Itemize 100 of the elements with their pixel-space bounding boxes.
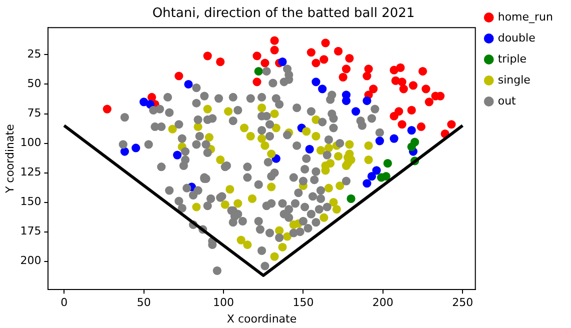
point [321,38,330,48]
point [364,141,373,150]
x-axis-title: X coordinate [226,312,297,326]
point [234,199,242,208]
point [394,107,404,116]
point [369,84,378,94]
point [224,107,233,116]
point [267,182,276,192]
point [364,155,373,164]
point [362,179,372,188]
point [422,84,430,94]
chart-title: Ohtani, direction of the batted ball 2021 [152,6,415,22]
point [364,64,373,74]
point [184,80,193,89]
y-tick-label: 25 [27,48,42,61]
point [270,36,279,45]
point [383,159,392,168]
point [316,146,326,155]
legend-label: out [498,94,517,108]
point [312,78,320,86]
point [312,132,320,140]
point [447,120,456,129]
x-tick-label: 250 [452,296,474,310]
point [407,142,416,152]
point [216,58,225,66]
point [408,81,418,90]
point [102,104,112,114]
point [367,172,376,181]
point [398,120,406,129]
point [267,150,276,158]
point [254,66,263,76]
x-tick-label: 50 [136,296,151,310]
point [260,58,270,68]
point [382,172,390,181]
point [236,236,246,244]
point [320,213,328,222]
point [407,106,416,115]
point [203,104,212,114]
point [275,226,284,235]
legend-label: triple [498,52,527,66]
point [248,194,257,204]
y-tick-label: 75 [27,106,42,120]
point [345,140,354,149]
point [396,63,405,72]
y-tick-label: 50 [27,77,42,90]
point [270,109,279,118]
point [338,72,348,82]
point [252,78,262,86]
x-tick-label: 0 [60,296,68,310]
point [329,198,338,207]
point [192,202,201,212]
point [305,144,314,154]
point [362,72,372,80]
y-tick-label: 125 [20,166,42,179]
point [246,132,255,140]
point [282,232,292,241]
x-tick-label: 150 [292,296,314,310]
point [334,46,343,56]
y-axis-title: Y coordinate [3,124,16,194]
point [260,141,270,150]
point [390,134,398,143]
point [375,136,384,146]
point [326,159,335,168]
point [252,52,262,60]
point [352,107,360,116]
point [324,184,334,192]
point [216,155,225,164]
point [318,84,327,94]
point [173,150,182,160]
point [372,166,381,175]
point [407,126,416,135]
point [306,48,316,57]
point [257,134,266,143]
point [270,46,279,54]
point [270,252,279,261]
y-tick-label: 150 [20,195,42,208]
legend-label: home_run [498,10,554,24]
point [320,55,328,64]
x-tick-label: 100 [213,296,234,310]
point [345,54,354,63]
point [226,184,234,194]
point [416,122,426,132]
point [132,144,140,152]
point [257,104,266,112]
point [362,96,372,106]
legend-label: double [498,31,536,44]
point [240,124,249,132]
y-tick-label: 200 [20,254,42,268]
point [302,127,311,136]
point [342,64,351,74]
point [194,122,202,132]
point [336,181,344,190]
point [243,240,252,250]
y-tick-label: 175 [20,224,42,238]
point [418,66,428,76]
point [278,242,287,252]
point [272,124,280,132]
point [346,194,356,204]
point [203,52,212,60]
point [424,98,434,106]
